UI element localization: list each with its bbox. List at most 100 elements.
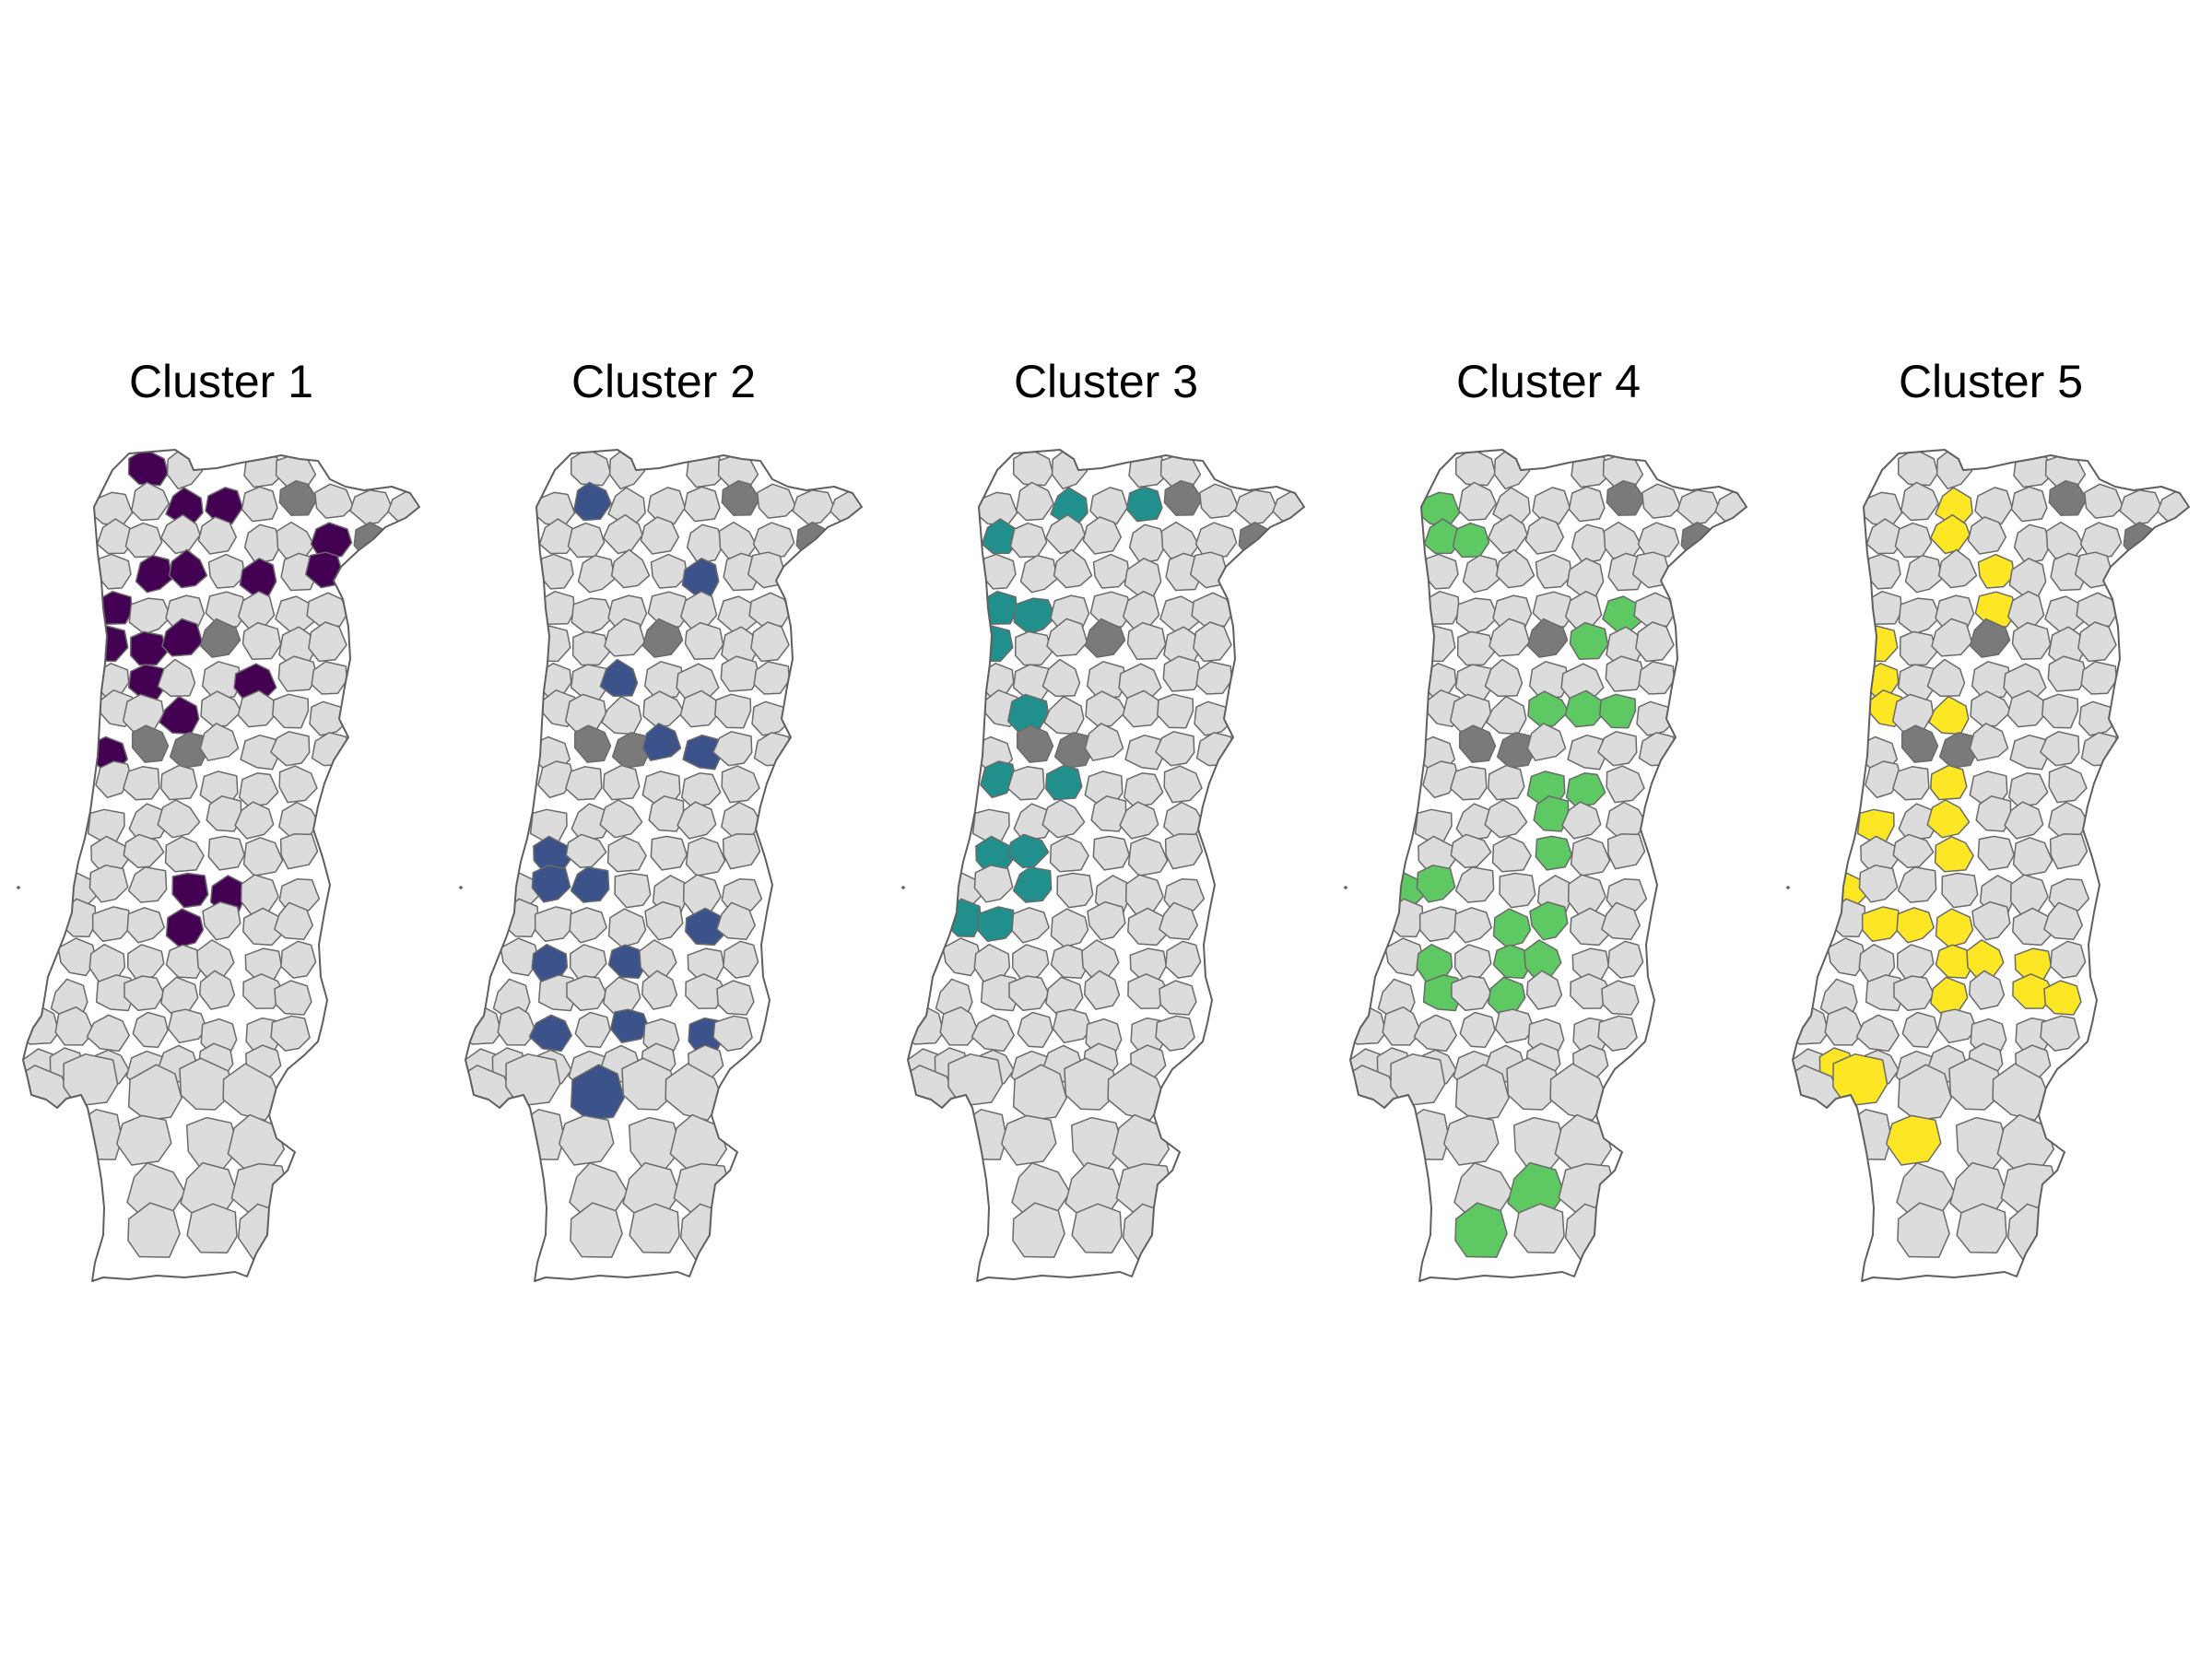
- municipality: [2078, 700, 2117, 736]
- municipality: [564, 693, 607, 733]
- municipality: [274, 980, 312, 1016]
- municipality: [1007, 766, 1045, 801]
- municipality: [166, 450, 204, 490]
- municipality: [1418, 906, 1459, 943]
- municipality: [677, 801, 717, 840]
- municipality: [682, 734, 724, 771]
- municipality: [1041, 799, 1086, 839]
- municipality: [942, 937, 982, 977]
- municipality: [1122, 689, 1163, 728]
- municipality: [2079, 522, 2123, 559]
- municipality: [1234, 488, 1278, 525]
- country-outline: [1349, 449, 1747, 1282]
- municipality: [1450, 766, 1488, 801]
- municipality: [599, 658, 639, 698]
- municipality: [1123, 772, 1164, 807]
- municipality: [1525, 970, 1563, 1010]
- municipality: [650, 553, 688, 589]
- municipality: [1492, 944, 1533, 980]
- municipality: [747, 551, 786, 589]
- municipality: [2043, 980, 2082, 1016]
- cluster-4-panel: Cluster 4: [1327, 0, 1770, 1659]
- municipality: [650, 835, 688, 871]
- municipality: [1090, 795, 1127, 832]
- cluster-4-title: Cluster 4: [1455, 356, 1641, 407]
- municipality: [1119, 801, 1159, 840]
- municipality: [753, 732, 794, 767]
- municipality: [752, 522, 795, 559]
- municipality: [1974, 487, 2014, 525]
- municipality: [1017, 1011, 1053, 1049]
- municipality: [1637, 522, 1680, 559]
- municipality: [127, 866, 168, 903]
- municipality: [1012, 1064, 1067, 1122]
- municipality: [313, 483, 355, 519]
- municipality: [1535, 835, 1572, 871]
- municipality: [169, 732, 208, 769]
- municipality: [206, 795, 242, 832]
- municipality: [1931, 618, 1973, 657]
- municipality: [1084, 723, 1124, 761]
- municipality: [1606, 479, 1646, 516]
- municipality: [1492, 908, 1532, 948]
- municipality: [164, 836, 205, 873]
- municipality: [123, 833, 165, 869]
- municipality: [1127, 837, 1169, 877]
- municipality: [565, 833, 607, 869]
- municipality: [640, 516, 680, 555]
- municipality: [1969, 723, 2009, 761]
- municipality: [1045, 764, 1083, 801]
- municipality: [683, 486, 721, 523]
- municipality: [1452, 522, 1490, 559]
- municipality: [130, 481, 170, 522]
- municipality: [604, 618, 646, 657]
- municipality: [1451, 975, 1492, 1012]
- municipality: [980, 760, 1018, 799]
- municipality: [573, 724, 612, 763]
- municipality: [186, 1203, 238, 1254]
- municipality: [1641, 483, 1682, 519]
- municipality: [751, 700, 790, 736]
- municipality: [1533, 795, 1570, 832]
- municipality: [127, 1064, 182, 1122]
- country-outline: [907, 449, 1305, 1282]
- islet-marker: [1786, 886, 1790, 889]
- municipality: [1526, 723, 1567, 761]
- municipality: [558, 1114, 615, 1166]
- municipality: [1459, 1011, 1496, 1049]
- municipality: [2011, 621, 2052, 660]
- municipality: [1462, 554, 1500, 594]
- municipality: [131, 724, 170, 763]
- municipality: [1565, 772, 1606, 807]
- municipality: [57, 937, 98, 977]
- municipality: [939, 1006, 980, 1046]
- municipality: [1897, 1202, 1950, 1258]
- municipality: [1601, 980, 1640, 1016]
- municipality: [1050, 944, 1090, 980]
- municipality: [1454, 866, 1495, 903]
- municipality: [643, 661, 686, 700]
- municipality: [242, 837, 284, 877]
- municipality: [1416, 865, 1456, 903]
- country-outline: [22, 449, 420, 1282]
- municipality: [1458, 724, 1497, 763]
- municipality: [503, 898, 539, 937]
- municipality: [1086, 661, 1128, 700]
- municipality: [570, 1064, 625, 1122]
- municipality: [2007, 772, 2049, 807]
- municipality: [1155, 731, 1195, 767]
- municipality: [1526, 618, 1569, 658]
- municipality: [122, 693, 165, 733]
- municipality: [1897, 866, 1937, 903]
- municipality: [1390, 1053, 1446, 1107]
- municipality: [720, 655, 760, 692]
- municipality: [1956, 1203, 2007, 1254]
- cluster-3-map: [901, 449, 1305, 1282]
- municipality: [1007, 833, 1050, 869]
- municipality: [1597, 1015, 1638, 1052]
- municipality: [2048, 479, 2088, 516]
- municipality: [167, 1008, 207, 1044]
- municipality: [127, 1202, 181, 1258]
- municipality: [1453, 907, 1492, 944]
- municipality: [1977, 835, 2015, 871]
